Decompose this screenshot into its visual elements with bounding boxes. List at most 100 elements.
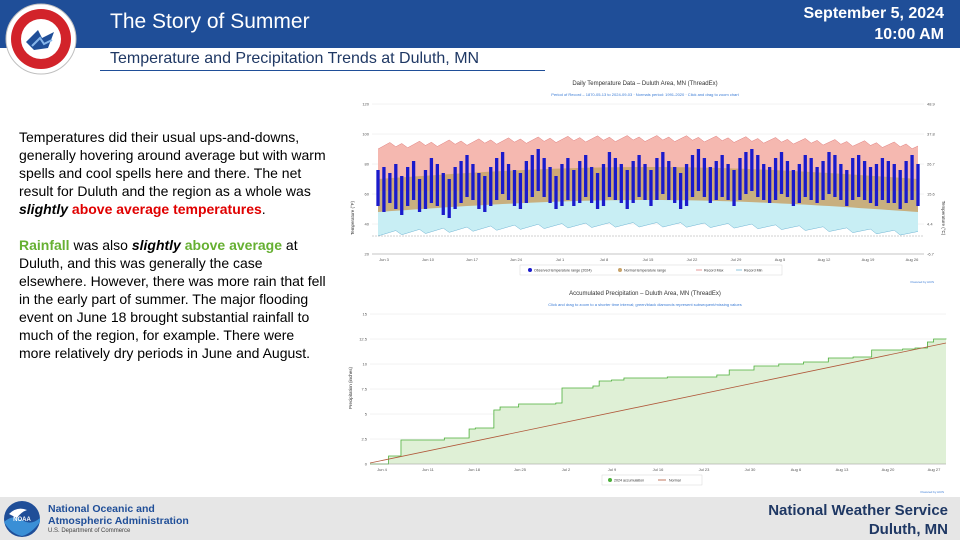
observed-temp-bar (619, 164, 623, 203)
precip-chart-credit: Powered by ACIS (920, 490, 944, 494)
temp-chart-y2label: Temperature (°C) (941, 201, 946, 236)
observed-temp-bar (643, 164, 647, 200)
temp-xtick-label: Jul 8 (600, 257, 609, 262)
observed-temp-bar (429, 158, 434, 203)
observed-temp-bar (785, 161, 790, 197)
precip-xtick-label: Jul 16 (653, 467, 664, 472)
observed-temp-bar (708, 167, 712, 203)
observed-temp-bar (530, 155, 534, 197)
observed-temp-bar (572, 170, 576, 206)
observed-temp-bar (678, 173, 683, 209)
observed-temp-bar (655, 158, 659, 200)
temp-legend-box (519, 264, 783, 276)
temp-text-above-average: above average temperatures (68, 201, 262, 217)
observed-temp-bar (773, 158, 778, 200)
precip-xtick-label: Aug 20 (882, 467, 895, 472)
observed-temp-bar (524, 161, 529, 203)
observed-temp-bar (388, 173, 392, 203)
observed-temp-bar (595, 173, 600, 209)
noaa-logo-icon: NOAA (4, 501, 40, 537)
observed-temp-bar (554, 176, 558, 209)
temp-xtick-label: Aug 19 (862, 257, 875, 262)
observed-temp-bar (441, 173, 445, 215)
observed-temp-bar (411, 161, 416, 200)
observed-temp-bar (376, 170, 380, 206)
observed-temp-bar (845, 170, 849, 206)
rainfall-paragraph: Rainfall was also slightly above average… (19, 236, 329, 362)
observed-temp-bar (613, 158, 618, 200)
temp-ytick-label: 100 (362, 132, 369, 137)
temp-xtick-label: Aug 26 (906, 257, 919, 262)
nws-office-line1: National Weather Service (768, 502, 948, 519)
date-stamp: September 5, 2024 10:00 AM (803, 3, 944, 45)
temp-xtick-label: Jul 15 (643, 257, 654, 262)
temp-y2tick-label: 37.8 (927, 132, 936, 137)
observed-temp-bar (435, 164, 439, 206)
observed-temp-bar (714, 161, 718, 200)
rain-text-slightly: slightly (131, 237, 181, 253)
temp-y2tick-label: 26.7 (927, 162, 936, 167)
precip-xtick-label: Jun 18 (468, 467, 481, 472)
observed-temp-bar (459, 161, 463, 203)
date-text: September 5, 2024 (803, 5, 944, 22)
temp-y2tick-label: 15.6 (927, 192, 936, 197)
precipitation-chart[interactable]: Accumulated Precipitation – Duluth Area,… (340, 284, 950, 496)
observed-temp-bar (631, 161, 635, 203)
temp-chart-title: Daily Temperature Data – Duluth Area, MN… (572, 81, 717, 87)
observed-temp-bar (536, 149, 540, 191)
temp-ytick-label: 60 (365, 192, 370, 197)
temp-legend-label: Record Min (744, 269, 762, 273)
precip-normal-line (369, 342, 947, 464)
temp-y2tick-label: -6.7 (927, 252, 935, 257)
observed-temp-bar (447, 179, 451, 218)
temperature-chart[interactable]: Daily Temperature Data – Duluth Area, MN… (340, 74, 950, 286)
observed-temp-bar (880, 158, 885, 200)
observed-temp-bar (589, 167, 594, 203)
temp-ytick-label: 80 (365, 162, 370, 167)
observed-temp-bar (744, 152, 748, 194)
observed-temp-bar (394, 164, 398, 209)
temp-xtick-label: Aug 12 (818, 257, 831, 262)
temp-xtick-label: Jul 29 (731, 257, 742, 262)
observed-temp-bar (862, 161, 867, 200)
footer-bar (0, 497, 960, 540)
observed-temp-bar (851, 158, 855, 200)
observed-temp-bar (560, 164, 564, 206)
record-min-line (377, 222, 919, 237)
observed-temp-bar (649, 170, 653, 206)
time-text: 10:00 AM (874, 26, 944, 43)
precip-xtick-label: Aug 13 (836, 467, 849, 472)
observed-temp-bar (506, 164, 511, 200)
precip-ytick-label: 2.5 (361, 437, 367, 442)
temp-legend-label: Record Max (704, 269, 724, 273)
precip-legend-label: Normal (669, 479, 681, 483)
observed-temp-bar (495, 158, 499, 200)
precip-chart-title: Accumulated Precipitation – Duluth Area,… (569, 291, 721, 297)
precip-chart-ylabel: Precipitation (inches) (348, 366, 353, 409)
temp-xtick-label: Jun 3 (379, 257, 390, 262)
precip-xtick-label: Aug 27 (928, 467, 941, 472)
observed-temp-bar (637, 155, 641, 197)
temp-chart-credit: Powered by ACIS (910, 280, 934, 284)
observed-temp-bar (827, 152, 831, 194)
precip-xtick-label: Jul 2 (562, 467, 571, 472)
temp-text-end: . (261, 201, 266, 217)
temp-xtick-label: Jun 17 (466, 257, 479, 262)
observed-temp-bar (767, 167, 772, 203)
page-title: The Story of Summer (110, 10, 310, 33)
temp-xtick-label: Jul 1 (556, 257, 565, 262)
precip-ytick-label: 10 (363, 362, 368, 367)
temp-text-1: Temperatures did their usual ups-and-dow… (19, 129, 326, 199)
precip-chart-series (369, 338, 947, 465)
observed-temp-bar (904, 161, 908, 203)
temp-xtick-label: Jun 24 (510, 257, 523, 262)
temp-legend-marker (528, 268, 532, 272)
observed-temp-bar (839, 164, 843, 200)
observed-temp-bar (542, 158, 546, 197)
precip-xtick-label: Aug 6 (791, 467, 802, 472)
nws-office-label: National Weather Service Duluth, MN (768, 501, 948, 539)
noaa-name: National Oceanic and Atmospheric Adminis… (48, 503, 189, 527)
observed-temp-bar (857, 155, 861, 197)
observed-temp-bar (738, 158, 742, 200)
temp-ytick-label: 40 (365, 222, 370, 227)
